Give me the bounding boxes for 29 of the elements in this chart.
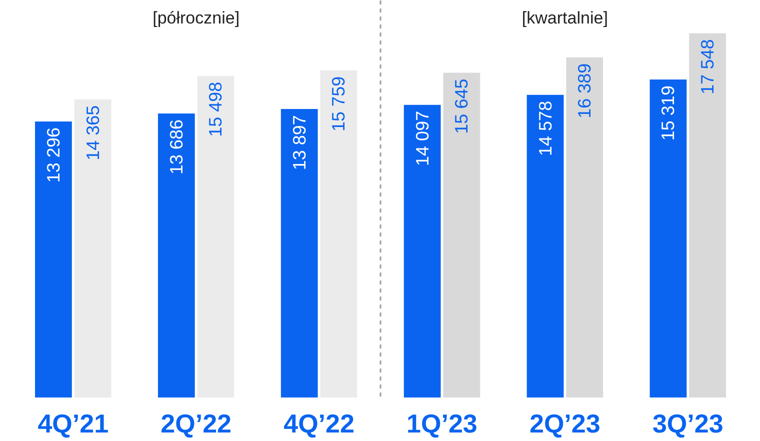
x-tick-label: 4Q’21 xyxy=(38,408,109,438)
data-label: 15 645 xyxy=(452,78,472,134)
bar xyxy=(35,122,72,398)
bar xyxy=(650,80,687,398)
bar xyxy=(566,57,604,398)
bar xyxy=(158,113,195,398)
bar xyxy=(689,33,726,398)
x-tick-label: 1Q’23 xyxy=(406,408,478,438)
x-tick-label: 2Q’23 xyxy=(530,408,600,438)
data-label: 17 548 xyxy=(698,39,718,94)
data-label: 13 686 xyxy=(166,119,186,174)
bar xyxy=(280,109,318,398)
bar xyxy=(443,72,480,398)
data-label: 14 365 xyxy=(82,105,103,160)
data-label: 16 389 xyxy=(574,63,595,118)
x-tick-label: 3Q’23 xyxy=(652,408,724,438)
x-tick-label: 4Q’22 xyxy=(284,408,354,438)
data-label: 13 296 xyxy=(43,128,64,183)
bar xyxy=(404,104,441,398)
data-label: 13 897 xyxy=(289,115,310,170)
data-label: 14 578 xyxy=(535,100,556,156)
data-label: 15 498 xyxy=(206,82,226,137)
data-label: 15 319 xyxy=(658,86,678,141)
x-tick-label: 2Q’22 xyxy=(160,408,232,438)
text: [kwartalnie] xyxy=(522,8,608,28)
bar xyxy=(526,94,564,398)
data-label: 15 759 xyxy=(328,76,349,132)
data-label: 14 097 xyxy=(412,110,432,166)
text: [półrocznie] xyxy=(152,8,240,28)
